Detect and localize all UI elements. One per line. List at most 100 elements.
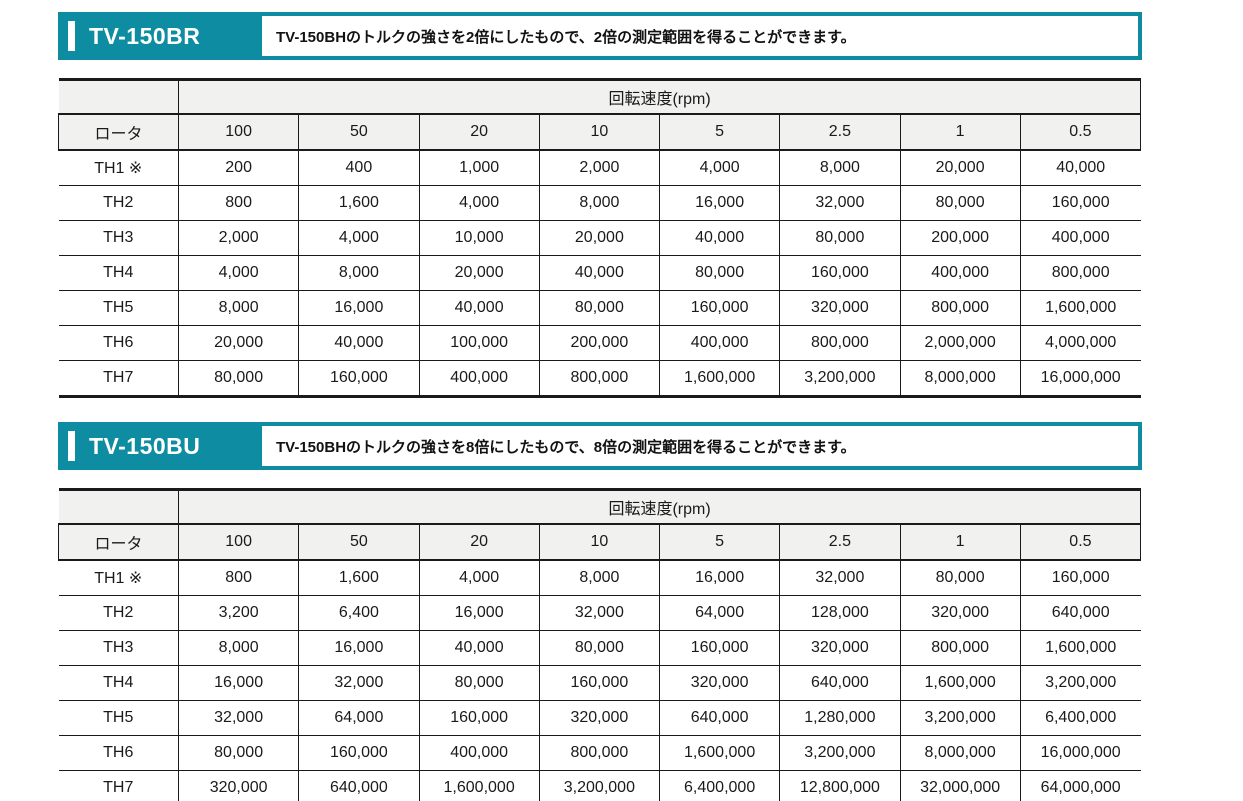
value-cell: 160,000 (298, 360, 419, 397)
value-cell: 320,000 (779, 290, 900, 326)
row-label-cell: TH5 (58, 290, 179, 326)
value-cell: 80,000 (177, 360, 299, 397)
value-cell: 80,000 (418, 665, 540, 701)
value-cell: 160,000 (1019, 560, 1141, 596)
value-cell: 16,000 (177, 665, 299, 701)
table-row: TH6 20,000 40,000 100,000 200,000 400,000 800,… (58, 325, 1141, 361)
group-header-cell: 回転速度(rpm) (177, 489, 1142, 525)
value-cell: 640,000 (658, 700, 780, 736)
value-cell: 800,000 (538, 360, 660, 397)
row-label-cell: TH4 (58, 665, 179, 701)
value-cell: 10,000 (418, 220, 540, 256)
value-cell: 3,200 (177, 595, 299, 631)
value-cell: 1,600,000 (418, 770, 540, 801)
row-label-cell: TH7 (58, 360, 179, 397)
value-cell: 800 (177, 560, 299, 596)
value-cell: 400 (298, 150, 419, 186)
value-cell: 6,400 (298, 595, 419, 631)
value-cell: 80,000 (177, 735, 299, 771)
value-cell: 200 (177, 150, 299, 186)
value-cell: 20,000 (899, 150, 1021, 186)
row-label-cell: TH4 (58, 255, 179, 291)
product-description-box: TV-150BHのトルクの強さを8倍にしたもので、8倍の測定範囲を得ることができ… (262, 426, 1138, 466)
value-cell: 16,000 (298, 630, 419, 666)
value-cell: 8,000,000 (899, 735, 1021, 771)
row-label-cell: TH3 (58, 220, 179, 256)
value-cell: 160,000 (779, 255, 900, 291)
value-cell: 160,000 (538, 665, 660, 701)
value-cell: 3,200,000 (1019, 665, 1141, 701)
value-cell: 400,000 (658, 325, 780, 361)
row-label-cell: TH7 (58, 770, 179, 801)
row-label-cell: TH6 (58, 735, 179, 771)
value-cell: 800,000 (1019, 255, 1141, 291)
row-label-cell: TH2 (58, 595, 179, 631)
value-cell: 16,000 (658, 560, 780, 596)
rotation-speed-table: 回転速度(rpm) ロータ 100 50 20 10 5 2.5 1 0.5 TH1 ※ 800 1,6… (58, 488, 1142, 801)
value-cell: 40,000 (1019, 150, 1141, 186)
column-header-cell: 1 (899, 114, 1021, 151)
value-cell: 1,600,000 (1019, 630, 1141, 666)
column-header-cell: 10 (538, 114, 660, 151)
product-section-tv150br: TV-150BR TV-150BHのトルクの強さを2倍にしたもので、2倍の測定範… (58, 12, 1142, 398)
value-cell: 40,000 (418, 290, 540, 326)
value-cell: 12,800,000 (779, 770, 900, 801)
value-cell: 320,000 (658, 665, 780, 701)
rotor-header-cell: ロータ (58, 114, 179, 151)
value-cell: 3,200,000 (538, 770, 660, 801)
value-cell: 64,000 (298, 700, 419, 736)
value-cell: 40,000 (418, 630, 540, 666)
value-cell: 32,000 (779, 560, 900, 596)
value-cell: 160,000 (418, 700, 540, 736)
value-cell: 800 (177, 185, 299, 221)
value-cell: 3,200,000 (779, 360, 900, 397)
column-header-cell: 0.5 (1019, 524, 1142, 561)
value-cell: 1,600,000 (1019, 290, 1141, 326)
value-cell: 8,000 (177, 630, 299, 666)
value-cell: 1,600 (298, 560, 419, 596)
value-cell: 2,000 (177, 220, 299, 256)
product-title-block: TV-150BR (58, 12, 262, 60)
value-cell: 200,000 (538, 325, 660, 361)
corner-cell (58, 79, 179, 115)
column-header-cell: 100 (177, 524, 299, 561)
value-cell: 16,000 (298, 290, 419, 326)
value-cell: 8,000 (298, 255, 419, 291)
value-cell: 64,000,000 (1019, 770, 1141, 801)
row-label-cell: TH1 ※ (58, 150, 179, 186)
table-row: TH2 800 1,600 4,000 8,000 16,000 32,000 80,000 1… (58, 185, 1141, 221)
value-cell: 3,200,000 (779, 735, 900, 771)
row-label-cell: TH3 (58, 630, 179, 666)
column-header-cell: 5 (658, 114, 780, 151)
table-row: TH3 8,000 16,000 40,000 80,000 160,000 320,000… (58, 630, 1141, 666)
value-cell: 8,000,000 (899, 360, 1021, 397)
value-cell: 8,000 (779, 150, 900, 186)
value-cell: 20,000 (418, 255, 540, 291)
value-cell: 1,000 (418, 150, 540, 186)
column-header-cell: 1 (899, 524, 1021, 561)
value-cell: 40,000 (298, 325, 419, 361)
product-description: TV-150BHのトルクの強さを2倍にしたもので、2倍の測定範囲を得ることができ… (276, 28, 856, 46)
value-cell: 640,000 (1019, 595, 1141, 631)
value-cell: 400,000 (1019, 220, 1141, 256)
table-row: TH1 ※ 800 1,600 4,000 8,000 16,000 32,000 80,00… (58, 560, 1141, 596)
value-cell: 400,000 (899, 255, 1021, 291)
value-cell: 32,000 (779, 185, 900, 221)
value-cell: 2,000 (538, 150, 660, 186)
value-cell: 20,000 (177, 325, 299, 361)
table-row: TH1 ※ 200 400 1,000 2,000 4,000 8,000 20,000 40,… (58, 150, 1141, 186)
product-title-block: TV-150BU (58, 422, 262, 470)
column-header-cell: 20 (418, 524, 540, 561)
section-banner: TV-150BU TV-150BHのトルクの強さを8倍にしたもので、8倍の測定範… (58, 422, 1142, 470)
table-row: TH6 80,000 160,000 400,000 800,000 1,600,000 3… (58, 735, 1141, 771)
product-description-box: TV-150BHのトルクの強さを2倍にしたもので、2倍の測定範囲を得ることができ… (262, 16, 1138, 56)
value-cell: 640,000 (298, 770, 419, 801)
row-label-cell: TH6 (58, 325, 179, 361)
value-cell: 16,000 (658, 185, 780, 221)
value-cell: 80,000 (658, 255, 780, 291)
title-accent-bar-icon (68, 21, 75, 51)
value-cell: 4,000 (177, 255, 299, 291)
value-cell: 1,600,000 (899, 665, 1021, 701)
table-row: TH5 8,000 16,000 40,000 80,000 160,000 320,000… (58, 290, 1141, 326)
